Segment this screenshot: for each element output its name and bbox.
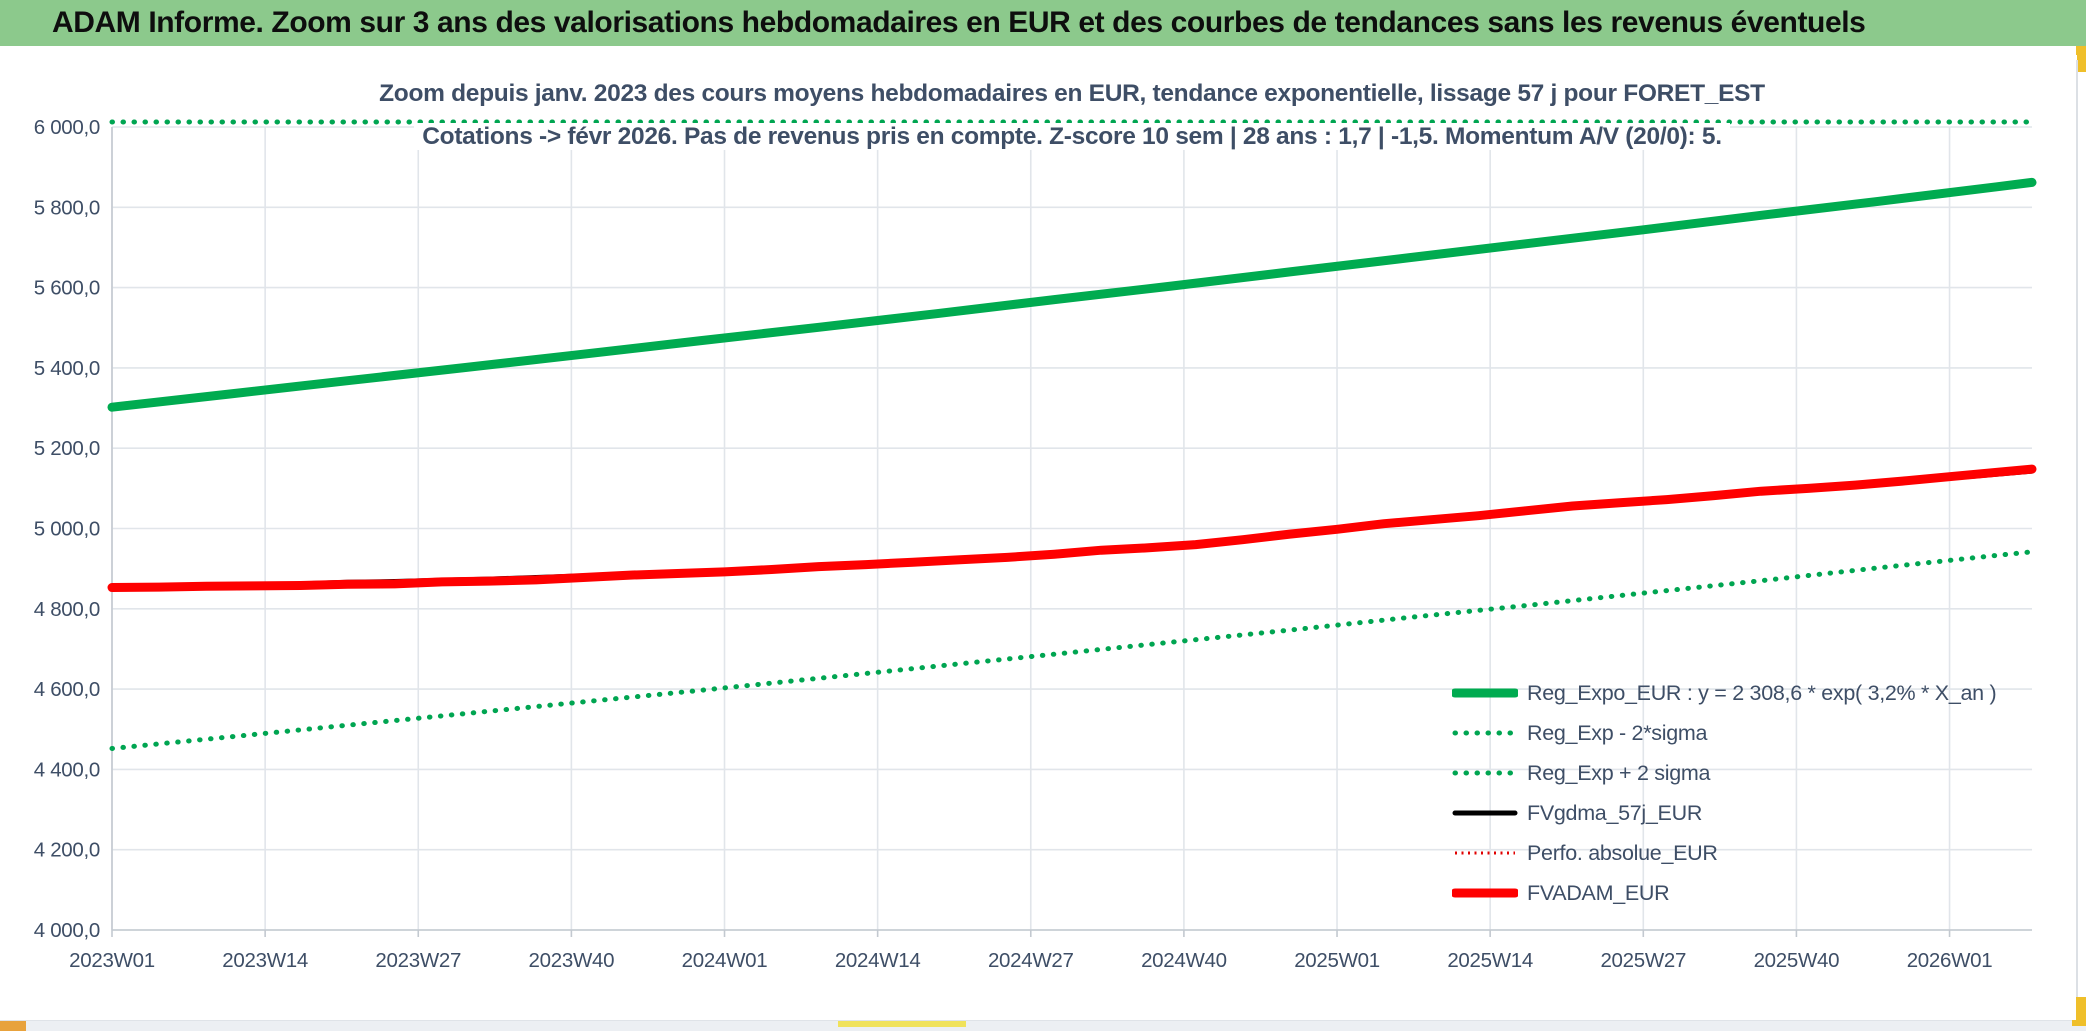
legend-label: Reg_Exp + 2 sigma	[1527, 760, 1711, 785]
orange-accent-bottom-left	[0, 1021, 26, 1031]
legend-label: Reg_Exp - 2*sigma	[1527, 720, 1708, 745]
window-title: ADAM Informe. Zoom sur 3 ans des valoris…	[52, 6, 1866, 39]
y-axis-label: 5 200,0	[34, 437, 100, 460]
x-axis-label: 2024W01	[682, 949, 768, 972]
x-axis-label: 2024W40	[1141, 949, 1227, 972]
x-axis-label: 2025W01	[1294, 949, 1380, 972]
y-axis-label: 4 600,0	[34, 678, 100, 701]
legend-label: Reg_Expo_EUR : y = 2 308,6 * exp( 3,2% *…	[1527, 680, 1997, 705]
x-axis-label: 2023W14	[222, 949, 308, 972]
legend-label: FVADAM_EUR	[1527, 880, 1670, 905]
y-axis-label: 5 000,0	[34, 518, 100, 541]
legend-item[interactable]: FVADAM_EUR	[1452, 873, 1996, 913]
x-axis-label: 2025W14	[1447, 949, 1533, 972]
x-axis-label: 2023W27	[375, 949, 461, 972]
chart-title-line2: Cotations -> févr 2026. Pas de revenus p…	[112, 115, 2032, 158]
legend-swatch-line	[1452, 810, 1518, 816]
series-line[interactable]	[107, 464, 2037, 592]
chart-title: Zoom depuis janv. 2023 des cours moyens …	[112, 72, 2032, 158]
legend-label: FVgdma_57j_EUR	[1527, 800, 1703, 825]
x-axis-label: 2025W27	[1600, 949, 1686, 972]
x-axis-label: 2026W01	[1907, 949, 1993, 972]
legend-item[interactable]: Reg_Exp + 2 sigma	[1452, 753, 1996, 793]
x-axis-label: 2024W27	[988, 949, 1074, 972]
legend-swatch-line	[1452, 888, 1518, 898]
legend-swatch-line	[1452, 688, 1518, 698]
y-axis-label: 5 800,0	[34, 196, 100, 219]
x-axis-label: 2023W40	[529, 949, 615, 972]
yellow-accent-bottom	[838, 1021, 966, 1027]
legend-item[interactable]: Reg_Exp - 2*sigma	[1452, 713, 1996, 753]
y-axis-label: 4 400,0	[34, 758, 100, 781]
sheet-right-border	[2076, 60, 2078, 1005]
legend-swatch-line	[1452, 730, 1518, 736]
series-line[interactable]	[107, 177, 2037, 412]
gold-accent-top-right-v	[2077, 46, 2086, 72]
y-axis-label: 5 400,0	[34, 357, 100, 380]
y-axis-label: 5 600,0	[34, 277, 100, 300]
y-axis-label: 4 800,0	[34, 598, 100, 621]
legend-swatch-line	[1455, 851, 1515, 855]
y-axis-label: 6 000,0	[34, 116, 100, 139]
y-axis-label: 4 200,0	[34, 839, 100, 862]
legend-swatch-line	[1452, 770, 1518, 776]
chart-plot-area: 6 000,0 5 800,0 5 600,0 5 400,0 5 200,0 5 000…	[34, 116, 2037, 972]
x-axis-label: 2023W01	[69, 949, 155, 972]
window-title-bar: ADAM Informe. Zoom sur 3 ans des valoris…	[0, 0, 2086, 46]
legend-label: Perfo. absolue_EUR	[1527, 840, 1718, 865]
legend-item[interactable]: Perfo. absolue_EUR	[1452, 833, 1996, 873]
chart-legend: Reg_Expo_EUR : y = 2 308,6 * exp( 3,2% *…	[1452, 673, 1997, 913]
y-axis-label: 4 000,0	[34, 919, 100, 942]
sheet-bottom-strip	[0, 1020, 2086, 1031]
x-axis-label: 2024W14	[835, 949, 921, 972]
chart-title-line1: Zoom depuis janv. 2023 des cours moyens …	[379, 80, 1765, 107]
legend-item[interactable]: Reg_Expo_EUR : y = 2 308,6 * exp( 3,2% *…	[1452, 673, 1997, 713]
x-axis-label: 2025W40	[1754, 949, 1840, 972]
legend-item[interactable]: FVgdma_57j_EUR	[1452, 793, 1996, 833]
chart-object[interactable]: 6 000,0 5 800,0 5 600,0 5 400,0 5 200,0 5 000…	[0, 46, 2076, 1020]
